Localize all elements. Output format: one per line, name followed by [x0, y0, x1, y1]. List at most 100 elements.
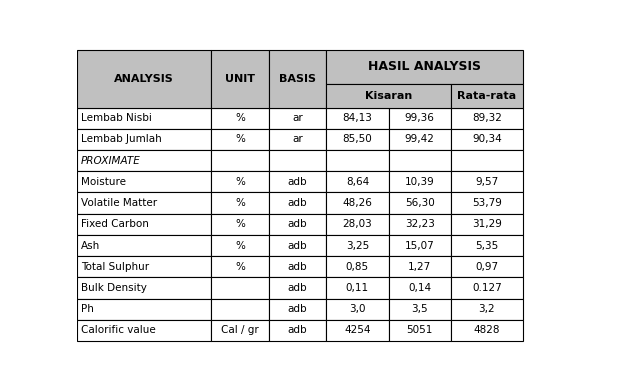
Text: 28,03: 28,03 — [342, 219, 372, 229]
Bar — [269, 320, 326, 341]
Text: 3,25: 3,25 — [346, 241, 369, 250]
Bar — [326, 108, 389, 129]
Text: %: % — [235, 241, 245, 250]
Text: adb: adb — [288, 283, 307, 293]
Bar — [211, 299, 269, 320]
Text: 4254: 4254 — [344, 326, 371, 335]
Text: 5,35: 5,35 — [475, 241, 498, 250]
Bar — [211, 193, 269, 214]
Bar — [269, 256, 326, 277]
Text: adb: adb — [288, 241, 307, 250]
Text: 3,5: 3,5 — [412, 304, 428, 314]
Text: 90,34: 90,34 — [472, 135, 502, 144]
Bar — [211, 50, 269, 108]
Bar — [451, 299, 523, 320]
Bar — [269, 171, 326, 193]
Bar — [77, 214, 211, 235]
Text: adb: adb — [288, 262, 307, 272]
Bar — [389, 193, 451, 214]
Text: 10,39: 10,39 — [405, 177, 434, 187]
Bar — [326, 214, 389, 235]
Bar — [451, 129, 523, 150]
Bar — [326, 299, 389, 320]
Bar — [389, 108, 451, 129]
Text: Calorific value: Calorific value — [81, 326, 156, 335]
Bar — [211, 108, 269, 129]
Text: Volatile Matter: Volatile Matter — [81, 198, 157, 208]
Text: 5051: 5051 — [407, 326, 433, 335]
Text: Rata-rata: Rata-rata — [457, 91, 516, 101]
Bar — [451, 193, 523, 214]
Text: 99,36: 99,36 — [405, 113, 434, 123]
Bar — [451, 171, 523, 193]
Bar — [326, 320, 389, 341]
Bar — [451, 84, 523, 108]
Bar — [211, 320, 269, 341]
Text: %: % — [235, 219, 245, 229]
Bar — [211, 129, 269, 150]
Text: 0,11: 0,11 — [346, 283, 369, 293]
Bar — [451, 108, 523, 129]
Bar — [269, 108, 326, 129]
Bar — [326, 277, 389, 299]
Text: Total Sulphur: Total Sulphur — [81, 262, 149, 272]
Bar — [77, 256, 211, 277]
Text: Ash: Ash — [81, 241, 100, 250]
Bar — [389, 150, 451, 171]
Text: 4828: 4828 — [473, 326, 500, 335]
Bar — [77, 108, 211, 129]
Bar — [451, 235, 523, 256]
Bar — [451, 256, 523, 277]
Bar — [451, 277, 523, 299]
Bar — [451, 214, 523, 235]
Text: ANALYSIS: ANALYSIS — [114, 74, 174, 84]
Bar — [326, 50, 523, 84]
Bar — [211, 150, 269, 171]
Bar — [269, 214, 326, 235]
Bar — [389, 299, 451, 320]
Bar — [269, 277, 326, 299]
Text: 85,50: 85,50 — [342, 135, 372, 144]
Text: 32,23: 32,23 — [405, 219, 434, 229]
Bar — [77, 299, 211, 320]
Text: 0.127: 0.127 — [472, 283, 502, 293]
Text: 15,07: 15,07 — [405, 241, 434, 250]
Bar — [326, 171, 389, 193]
Text: UNIT: UNIT — [225, 74, 255, 84]
Text: 56,30: 56,30 — [405, 198, 434, 208]
Bar — [389, 171, 451, 193]
Bar — [389, 256, 451, 277]
Bar — [389, 129, 451, 150]
Bar — [211, 256, 269, 277]
Text: 3,2: 3,2 — [478, 304, 495, 314]
Bar — [77, 320, 211, 341]
Text: Moisture: Moisture — [81, 177, 126, 187]
Bar — [326, 150, 389, 171]
Bar — [211, 171, 269, 193]
Text: adb: adb — [288, 198, 307, 208]
Bar — [326, 256, 389, 277]
Text: HASIL ANALYSIS: HASIL ANALYSIS — [368, 60, 481, 73]
Text: %: % — [235, 198, 245, 208]
Text: Lembab Jumlah: Lembab Jumlah — [81, 135, 162, 144]
Bar — [389, 214, 451, 235]
Bar — [211, 277, 269, 299]
Text: 3,0: 3,0 — [349, 304, 366, 314]
Bar — [269, 235, 326, 256]
Text: Kisaran: Kisaran — [365, 91, 412, 101]
Text: Bulk Density: Bulk Density — [81, 283, 147, 293]
Bar — [269, 150, 326, 171]
Bar — [326, 129, 389, 150]
Bar — [389, 277, 451, 299]
Bar — [211, 235, 269, 256]
Bar — [269, 193, 326, 214]
Bar — [389, 235, 451, 256]
Bar — [326, 235, 389, 256]
Text: %: % — [235, 177, 245, 187]
Text: 0,97: 0,97 — [475, 262, 498, 272]
Text: 53,79: 53,79 — [472, 198, 502, 208]
Text: 9,57: 9,57 — [475, 177, 498, 187]
Text: %: % — [235, 113, 245, 123]
Bar — [326, 84, 451, 108]
Text: ar: ar — [292, 113, 303, 123]
